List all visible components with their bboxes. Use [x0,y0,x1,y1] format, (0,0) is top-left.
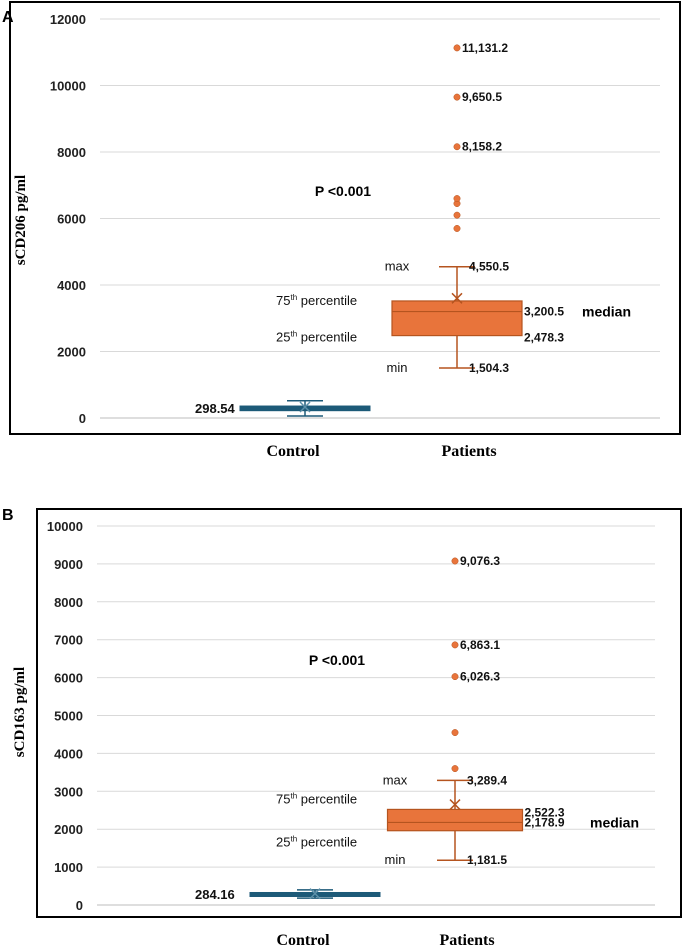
panel-a-p25-annotation: 25th percentile [276,330,357,345]
panel-b-median-annotation: median [590,814,639,830]
panel-b-p-value: P <0.001 [309,652,365,668]
panel-a-y-tick-label: 0 [79,411,86,426]
panel-b-y-tick-label: 2000 [54,822,83,837]
panel-b-frame [36,508,682,918]
panel-a-outlier-label: 11,131.2 [462,41,508,55]
panel-a-outlier-label: 8,158.2 [462,140,502,154]
panel-b-outlier-label: 6,026.3 [460,670,500,684]
panel-b-y-tick-label: 6000 [54,671,83,686]
panel-a-y-tick-label: 12000 [50,12,86,27]
panel-b-outlier-point [451,765,459,773]
panel-a-p-value: P <0.001 [315,183,371,199]
panel-a-patients-mean-marker [451,292,463,304]
panel-b-min-annotation: min [385,852,406,867]
panel-a-y-tick-label: 2000 [57,345,86,360]
panel-b-y-tick-label: 1000 [54,860,83,875]
panel-a-outlier-point [453,225,461,232]
panel-b-y-tick-label: 4000 [54,746,83,761]
panel-a-y-tick-label: 4000 [57,278,86,293]
panel-b-x-category-patients: Patients [439,932,494,949]
panel-a-y-tick-label: 8000 [57,145,86,160]
panel-b-outlier-point [451,557,459,565]
panel-b-outlier-point [451,641,459,649]
panel-a-min-value-label: 1,504.3 [469,361,509,375]
panel-a-outlier-point [453,93,461,101]
panel-b-max-annotation: max [383,772,408,787]
panel-a-p75-annotation: 75th percentile [276,293,357,308]
panel-a-max-value-label: 4,550.5 [469,260,509,274]
panel-a-outlier-point [453,195,461,203]
panel-a-label: A [2,9,14,26]
panel-b-y-tick-label: 0 [76,898,83,913]
panel-b-p25-annotation: 25th percentile [276,835,357,850]
panel-b-y-tick-label: 8000 [54,595,83,610]
panel-a-outlier-point [453,143,461,151]
panel-a-patients-box [391,300,523,337]
panel-b-y-tick-label: 3000 [54,784,83,799]
panel-a-outlier-point [453,211,461,219]
panel-b-patients-mean-marker [449,799,461,811]
panel-b-x-category-control: Control [276,932,330,949]
panel-b-y-tick-label: 9000 [54,557,83,572]
panel-a-y-axis-label: sCD206 pg/ml [13,175,29,265]
panel-a-min-annotation: min [387,360,408,375]
panel-b-control-median-label: 284.16 [195,887,235,902]
panel-b-median-value-label: 2,178.9 [525,815,565,829]
panel-b-control-mean-marker [309,888,321,900]
panel-b-outlier-point [451,729,459,737]
panel-a-median-annotation: median [582,304,631,320]
panel-a-max-annotation: max [385,259,410,274]
panel-b-outlier-label: 6,863.1 [460,638,500,652]
panel-b-min-value-label: 1,181.5 [467,853,507,867]
panel-b-patients-box [386,808,524,832]
panel-b-p75-annotation: 75th percentile [276,791,357,806]
panel-a-median-value-label: 3,200.5 [524,305,564,319]
panel-a-q1-value-label: 2,478.3 [524,331,564,345]
panel-b-q3-value-label: 2,522.3 [525,805,565,819]
panel-b-y-tick-label: 5000 [54,709,83,724]
panel-b-y-tick-label: 10000 [47,519,83,534]
panel-a-control-median-label: 298.54 [195,401,236,416]
panel-a-y-tick-label: 10000 [50,79,86,94]
panel-a-outlier-point [453,44,461,52]
panel-b-outlier-label: 9,076.3 [460,554,500,568]
panel-b-outlier-point [451,673,459,681]
panel-a-control-mean-marker [299,401,311,413]
panel-a-x-category-control: Control [266,443,320,460]
panel-b-label: B [2,507,14,524]
panel-a-x-category-patients: Patients [441,443,496,460]
panel-b-y-tick-label: 7000 [54,633,83,648]
panel-a-frame [9,1,681,435]
panel-b-max-value-label: 3,289.4 [467,773,507,787]
panel-a-y-tick-label: 6000 [57,212,86,227]
panel-b-y-axis-label: sCD163 pg/ml [12,667,28,757]
panel-a-outlier-label: 9,650.5 [462,90,502,104]
